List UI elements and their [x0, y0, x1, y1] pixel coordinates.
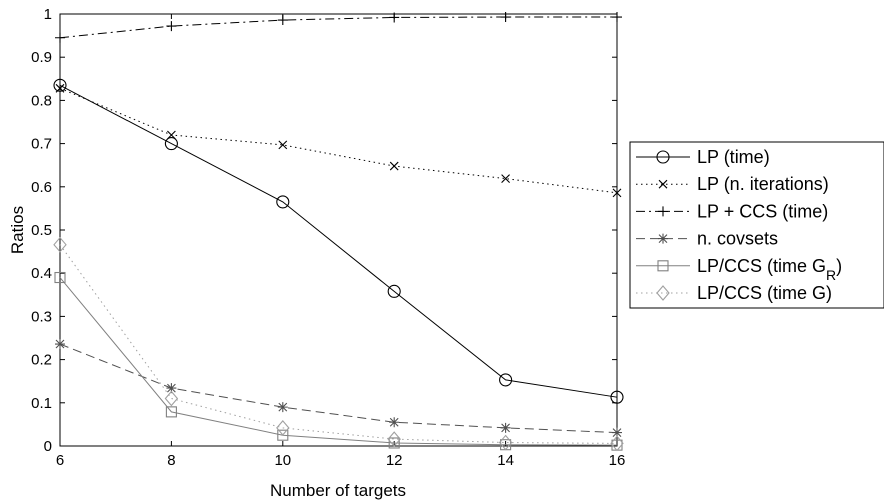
y-tick-label: 0.6	[31, 179, 52, 196]
x-tick-label: 12	[386, 452, 403, 469]
data-point-star	[389, 417, 400, 428]
x-tick-label: 10	[274, 452, 291, 469]
series-3	[55, 12, 622, 43]
legend-entry: LP/CCS (time G)	[636, 283, 832, 303]
y-tick-label: 0.2	[31, 352, 52, 369]
y-axis-title: Ratios	[8, 206, 27, 254]
data-point-plus	[277, 15, 288, 26]
x-axis-title: Number of targets	[270, 481, 406, 500]
y-tick-label: 0.9	[31, 49, 52, 66]
legend-label: LP + CCS (time)	[697, 201, 828, 221]
series-line	[59, 277, 618, 446]
data-point-diamond	[498, 434, 513, 451]
data-point-circle	[164, 137, 178, 151]
legend-label: LP (time)	[697, 147, 770, 167]
data-point-plus	[55, 32, 65, 43]
x-tick-label: 8	[167, 452, 175, 469]
y-tick-label: 0	[44, 438, 52, 455]
y-tick-label: 0.3	[31, 308, 52, 325]
series-line	[59, 16, 617, 39]
y-tick-label: 0.4	[31, 265, 52, 282]
y-tick-label: 1	[44, 6, 52, 23]
data-point-star	[277, 402, 288, 413]
y-tick-label: 0.1	[31, 395, 52, 412]
y-tick-label: 0.8	[31, 92, 52, 109]
series-line	[59, 244, 618, 444]
x-tick-label: 6	[56, 452, 64, 469]
data-point-star	[166, 383, 177, 394]
data-point-plus	[500, 12, 511, 23]
data-point-x	[612, 188, 622, 198]
legend-entry: LP (n. iterations)	[636, 174, 829, 194]
data-point-x	[389, 161, 399, 171]
data-point-star	[612, 427, 622, 438]
data-point-x	[55, 83, 65, 93]
x-tick-label: 16	[609, 452, 626, 469]
series-line	[59, 87, 618, 194]
legend-marker	[658, 179, 668, 189]
data-point-star	[500, 422, 511, 433]
data-point-square	[54, 271, 66, 284]
data-point-star	[55, 339, 65, 350]
data-point-circle	[387, 284, 401, 298]
legend-label: LP/CCS (time G)	[697, 283, 832, 303]
series-layer	[53, 12, 624, 452]
data-point-circle	[276, 195, 290, 209]
legend-entry: n. covsets	[636, 229, 778, 249]
y-tick-label: 0.7	[31, 136, 52, 153]
series-1	[53, 78, 624, 404]
data-point-square	[277, 429, 289, 441]
y-tick-label: 0.5	[31, 222, 52, 239]
plot-area	[59, 13, 618, 447]
legend-marker	[658, 233, 668, 244]
data-point-diamond	[53, 236, 67, 253]
legend-marker	[656, 150, 670, 164]
series-4	[55, 339, 622, 438]
legend-label: n. covsets	[697, 229, 778, 249]
legend: LP (time) LP (n. iterations) LP + CCS (tim…	[629, 141, 884, 309]
series-2	[55, 83, 622, 198]
data-point-x	[278, 140, 288, 150]
data-point-circle	[53, 78, 67, 92]
x-tick-label: 14	[497, 452, 514, 469]
legend-marker	[658, 206, 668, 217]
data-point-circle	[610, 390, 624, 404]
legend-box	[629, 141, 884, 309]
legend-label: LP (n. iterations)	[697, 174, 829, 194]
data-point-diamond	[276, 420, 290, 436]
series-line	[59, 343, 618, 434]
data-point-plus	[612, 12, 622, 23]
legend-entry: LP + CCS (time)	[636, 201, 828, 221]
data-point-diamond	[610, 435, 624, 452]
data-point-circle	[499, 373, 513, 387]
legend-entry: LP (time)	[636, 147, 770, 167]
data-point-diamond	[164, 390, 179, 407]
data-point-plus	[166, 21, 177, 32]
series-6	[53, 236, 624, 452]
data-point-plus	[389, 12, 400, 23]
data-point-square	[165, 406, 177, 418]
data-point-x	[501, 174, 510, 183]
legend-marker	[656, 285, 670, 301]
data-point-square	[388, 437, 400, 449]
legend-marker	[657, 260, 669, 272]
data-point-diamond	[387, 431, 401, 447]
data-point-x	[167, 130, 176, 140]
series-line	[59, 84, 618, 398]
